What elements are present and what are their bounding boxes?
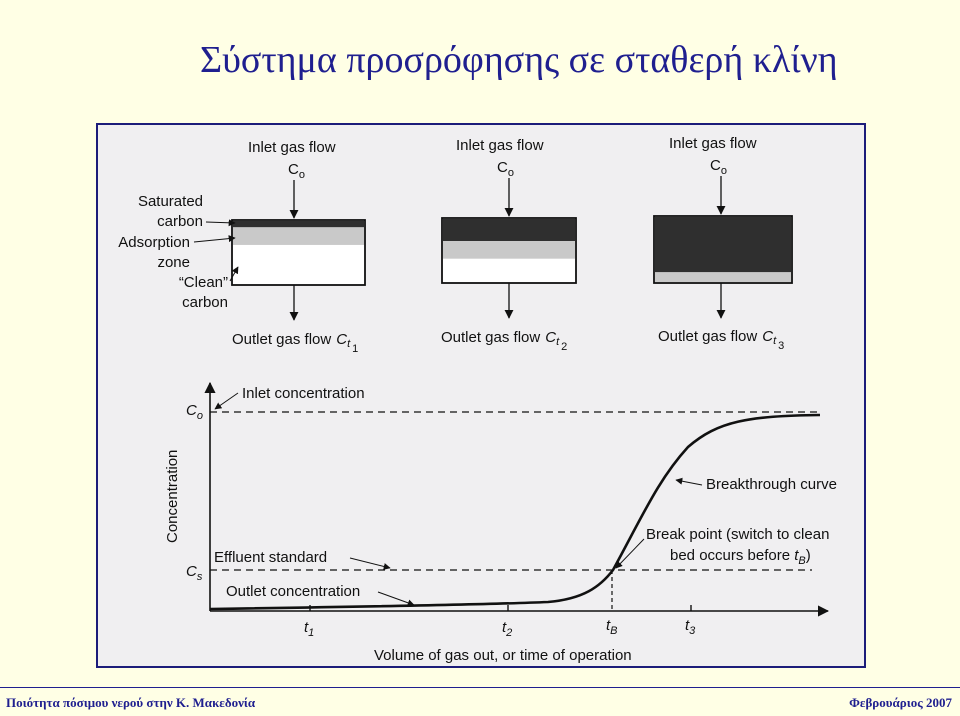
- clean-carbon-label: “Clean”: [179, 274, 228, 291]
- saturated-layer-2: [443, 219, 575, 242]
- inlet-label-3: Inlet gas flow: [669, 135, 757, 152]
- outlet-label-1: Outlet gas flow Ct 1: [232, 331, 358, 355]
- outlet-label-2: Outlet gas flow Ct 2: [441, 329, 567, 353]
- saturated-layer-1: [233, 221, 364, 228]
- saturated-label-line2: carbon: [157, 213, 203, 230]
- adsorption-zone-1: [233, 227, 364, 245]
- saturated-layer-3: [655, 217, 791, 273]
- breakthrough-curve-label: Breakthrough curve: [706, 476, 837, 493]
- inlet-concentration-label: Inlet concentration: [242, 385, 365, 402]
- outlet-concentration-pointer: [377, 591, 415, 607]
- co-label: Co: [186, 402, 203, 422]
- inlet-symbol-2: Co: [497, 159, 514, 179]
- bed-column-1: Inlet gas flow Co Outlet gas flow Ct 1: [231, 139, 366, 355]
- tick-label-tB: tB: [606, 617, 618, 637]
- inlet-symbol-3: Co: [710, 157, 727, 177]
- clean-carbon-label-line2: carbon: [182, 294, 228, 311]
- bed-column-2: Inlet gas flow Co Outlet gas flow Ct 2: [441, 137, 577, 353]
- cs-label: Cs: [186, 563, 203, 583]
- inlet-label-2: Inlet gas flow: [456, 137, 544, 154]
- effluent-standard-label: Effluent standard: [214, 549, 327, 566]
- adsorption-zone-label: Adsorption: [118, 234, 190, 251]
- breakthrough-graph: Concentration Co Cs t1 t2 tB t3 Volume o…: [164, 381, 837, 664]
- footer-right-text: Φεβρουάριος 2007: [849, 695, 952, 710]
- outlet-concentration-label: Outlet concentration: [226, 583, 360, 600]
- clean-carbon-pointer: [229, 266, 239, 282]
- break-point-label-line2: bed occurs before tB): [670, 547, 811, 567]
- saturated-pointer: [205, 219, 236, 227]
- adsorption-zone-pointer: [193, 235, 236, 243]
- outlet-label-3: Outlet gas flow Ct 3: [658, 328, 784, 352]
- breakthrough-curve-pointer: [675, 477, 703, 486]
- effluent-standard-pointer: [349, 557, 391, 570]
- tick-label-t1: t1: [304, 619, 314, 639]
- slide-title: Σύστημα προσρόφησης σε σταθερή κλίνη: [200, 39, 838, 81]
- adsorption-zone-3: [655, 272, 791, 282]
- footer-left-text: Ποιότητα πόσιμου νερού στην Κ. Μακεδονία: [6, 695, 256, 710]
- adsorption-zone-label-line2: zone: [157, 254, 190, 271]
- fixed-bed-adsorption-diagram: Inlet gas flow Co Outlet gas flow Ct 1 Sat…: [118, 135, 837, 664]
- x-axis-title: Volume of gas out, or time of operation: [374, 647, 632, 664]
- adsorption-zone-2: [443, 241, 575, 259]
- tick-label-t2: t2: [502, 619, 512, 639]
- break-point-label: Break point (switch to clean: [646, 526, 829, 543]
- bed-labels: Saturated carbon Adsorption zone “Clean”…: [118, 193, 239, 311]
- adsorption-figure: Inlet gas flow Co Outlet gas flow Ct 1 Sat…: [96, 123, 866, 668]
- inlet-symbol-1: Co: [288, 161, 305, 181]
- inlet-concentration-pointer: [214, 392, 239, 410]
- saturated-label: Saturated: [138, 193, 203, 210]
- inlet-label-1: Inlet gas flow: [248, 139, 336, 156]
- breakthrough-curve: [209, 413, 821, 611]
- break-point-pointer: [615, 538, 645, 569]
- bed-column-3: Inlet gas flow Co Outlet gas flow Ct 3: [653, 135, 793, 352]
- footer-divider: [0, 687, 960, 688]
- y-axis-title: Concentration: [164, 450, 181, 543]
- tick-label-t3: t3: [685, 617, 696, 637]
